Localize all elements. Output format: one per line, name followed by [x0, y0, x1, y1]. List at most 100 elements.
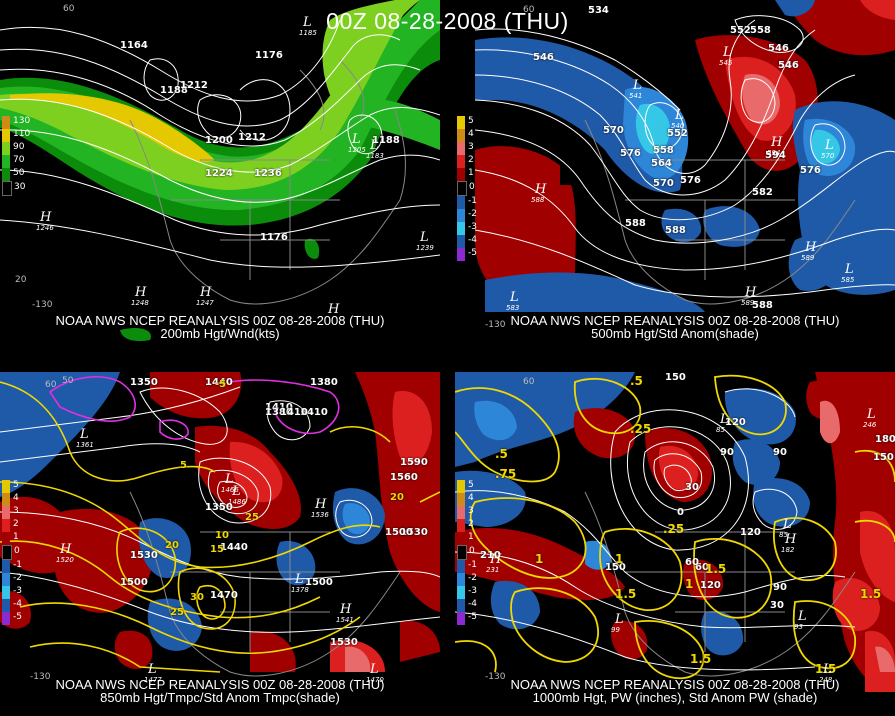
pressure-center-value: 99 — [611, 626, 620, 634]
legend-label: 4 — [468, 493, 474, 503]
legend-label: 4 — [13, 493, 19, 503]
graticule-label: 60 — [63, 4, 75, 14]
legend-label: -3 — [13, 586, 22, 596]
legend-swatch: 2 — [457, 519, 474, 532]
pressure-center-letter: L — [352, 132, 361, 147]
pressure-center-value: 540 — [671, 122, 685, 130]
height-label: 60 — [695, 562, 709, 573]
panel-1000mb: 5 4 3 2 1 0 -1 -2 -3 -4 -5 150 120 90 60 210 180 150 120 9… — [455, 372, 895, 716]
height-label: 1530 — [130, 550, 158, 561]
legend-swatch: -4 — [457, 235, 477, 248]
height-label: 150 — [665, 372, 686, 383]
map-1000mb — [455, 372, 895, 692]
pressure-center-value: 541 — [629, 92, 643, 100]
legend-850mb: 5 4 3 2 1 0 -1 -2 -3 -4 -5 — [2, 480, 22, 625]
height-label: 30 — [685, 482, 699, 493]
legend-swatch: -3 — [2, 586, 22, 599]
legend-swatch: 4 — [457, 493, 474, 506]
height-label: 576 — [800, 165, 821, 176]
legend-label: -4 — [468, 599, 477, 609]
legend-label: 5 — [468, 116, 474, 126]
legend-label: 70 — [13, 155, 25, 165]
legend-swatch: 3 — [457, 506, 474, 519]
legend-swatch: 0 — [2, 545, 20, 560]
pw-label: 1.5 — [860, 587, 882, 601]
pressure-center-letter: H — [745, 285, 757, 300]
graticule-label: 50 — [62, 376, 74, 386]
map-200mb — [0, 0, 440, 342]
legend-swatch: 30 — [2, 181, 25, 196]
height-label: 210 — [480, 550, 501, 561]
pressure-center-value: 570 — [821, 152, 835, 160]
height-label: 1440 — [220, 542, 248, 553]
legend-swatch: 1 — [457, 168, 474, 181]
pressure-center-value: 1205 — [348, 146, 366, 154]
pressure-center-value: 1486 — [228, 498, 246, 506]
legend-label: 30 — [14, 182, 26, 192]
pressure-center-value: 1183 — [366, 152, 384, 160]
legend-swatch: -2 — [457, 573, 477, 586]
legend-swatch: 4 — [2, 493, 19, 506]
graticule-label: 60 — [45, 380, 57, 390]
pressure-center-letter: L — [845, 262, 854, 277]
height-label: 120 — [725, 417, 746, 428]
main-title: 00Z 08-28-2008 (THU) — [326, 8, 569, 34]
pressure-center-value: 585 — [841, 276, 855, 284]
pressure-center-letter: L — [420, 230, 429, 245]
pressure-center-letter: L — [783, 517, 792, 532]
height-label: 570 — [603, 125, 624, 136]
height-label: 120 — [740, 527, 761, 538]
height-label: 150 — [873, 452, 894, 463]
pressure-center-letter: L — [723, 45, 732, 60]
pressure-center-letter: H — [200, 285, 212, 300]
legend-swatch: -4 — [2, 599, 22, 612]
legend-swatch: 5 — [457, 480, 474, 493]
pressure-center-value: 231 — [486, 566, 500, 574]
legend-label: -5 — [13, 612, 22, 622]
pressure-center-letter: L — [615, 612, 624, 627]
legend-swatch: 2 — [2, 519, 19, 532]
height-label: 1200 — [205, 135, 233, 146]
pw-label: 1 — [535, 552, 544, 566]
pressure-center-letter: H — [535, 182, 547, 197]
temperature-label: 20 — [390, 492, 404, 503]
height-label: 588 — [752, 300, 773, 311]
pressure-center-value: 1466 — [221, 486, 239, 494]
legend-swatch: 0 — [457, 545, 475, 560]
graticule-label: 60 — [523, 377, 535, 387]
height-label: 1410 — [300, 407, 328, 418]
height-label: 0 — [677, 507, 684, 518]
pressure-center-value: 594 — [767, 149, 781, 157]
height-label: 1530 — [330, 637, 358, 648]
height-label: 1500 — [120, 577, 148, 588]
panel-850mb: 5 4 3 2 1 0 -1 -2 -3 -4 -5 1350 1440 1380 1410 1410 135… — [0, 372, 440, 716]
pressure-center-letter: L — [370, 662, 379, 677]
pw-label: .5 — [630, 374, 643, 388]
pressure-center-value: 1247 — [196, 299, 214, 307]
height-label: 534 — [588, 5, 609, 16]
height-label: 120 — [700, 580, 721, 591]
caption-line1-500mb: NOAA NWS NCEP REANALYSIS 00Z 08-28-2008 … — [510, 313, 840, 328]
height-label: 588 — [665, 225, 686, 236]
pw-label: .25 — [630, 422, 652, 436]
pressure-center-letter: L — [823, 662, 832, 677]
pressure-center-letter: L — [232, 484, 241, 499]
legend-label: 1 — [468, 532, 474, 542]
pw-label: .5 — [495, 447, 508, 461]
graticule-label: -130 — [30, 672, 51, 682]
height-label: 1500 — [305, 577, 333, 588]
legend-swatch: 0 — [457, 181, 475, 196]
pressure-center-value: 85 — [716, 426, 725, 434]
caption-line1-200mb: NOAA NWS NCEP REANALYSIS 00Z 08-28-2008 … — [55, 313, 385, 328]
temperature-label: 5 — [180, 460, 187, 471]
height-label: 1176 — [255, 50, 283, 61]
height-label: 1164 — [120, 40, 148, 51]
pressure-center-letter: L — [148, 662, 157, 677]
height-label: 1440 — [205, 377, 233, 388]
height-label: 588 — [625, 218, 646, 229]
pressure-center-value: 85 — [779, 531, 788, 539]
pressure-center-value: 1477 — [144, 676, 162, 684]
legend-swatch: -3 — [457, 586, 477, 599]
pressure-center-letter: H — [328, 302, 340, 317]
legend-swatch: -1 — [457, 560, 477, 573]
